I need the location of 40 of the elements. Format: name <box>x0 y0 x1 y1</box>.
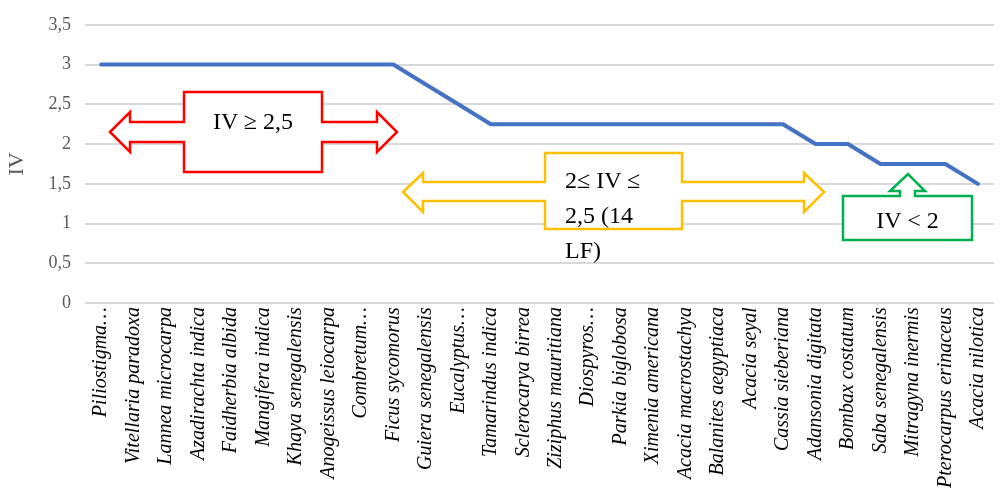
x-tick-label: Ficus sycomorus <box>380 306 404 444</box>
x-tick-label: Combretum… <box>348 307 371 419</box>
y-tick-label: 1,5 <box>48 172 71 193</box>
x-tick-label: Eucalyptus… <box>445 307 469 415</box>
x-tick-label: Pterocarpus erinaceus <box>932 306 956 489</box>
x-tick-label: Acacia seyal <box>737 306 761 411</box>
x-tick-label: Acacia nilotica <box>965 307 988 431</box>
y-tick-label: 0 <box>61 291 71 312</box>
x-tick-label: Ximenia americana <box>640 307 663 466</box>
x-tick-label: Tamarindus indica <box>478 307 501 457</box>
y-tick-label: 2 <box>61 132 71 153</box>
annotation: IV < 2 <box>875 206 940 235</box>
x-tick-label: Ziziphus mauritiana <box>543 307 566 469</box>
x-tick-label: Sclerocarya birrea <box>510 307 534 458</box>
y-tick-label: 2,5 <box>48 93 71 114</box>
x-tick-label: Adansonia digitata <box>802 307 826 462</box>
y-tick-label: 1 <box>61 212 71 233</box>
annotation: IV ≥ 2,5 <box>211 107 295 136</box>
x-tick-label: Balanites aegyptiaca <box>705 307 729 476</box>
x-tick-label: Lannea microcarpa <box>153 307 177 466</box>
y-tick-label: 0,5 <box>48 252 71 273</box>
x-tick-label: Azadirachta indica <box>185 307 208 462</box>
x-tick-label: Diospyros… <box>575 307 599 408</box>
annotation: 2≤ IV ≤ 2,5 (14 LF) <box>565 166 642 265</box>
x-tick-label: Cassia sieberiana <box>770 307 793 452</box>
y-tick-label: 3,5 <box>48 13 71 34</box>
x-tick-label: Parkia biglobosa <box>607 307 631 447</box>
x-tick-label: Acacia macrostachya <box>672 307 696 482</box>
x-tick-label: Anogeissus leiocarpa <box>315 307 339 481</box>
x-tick-label: Vitellaria paradoxa <box>120 307 144 464</box>
x-tick-label: Bombax costatum <box>835 307 858 450</box>
y-tick-label: 3 <box>61 53 71 74</box>
x-tick-label: Saba senegalensis <box>867 306 891 454</box>
x-tick-label: Mangifera indica <box>250 307 274 448</box>
x-tick-label: Khaya senegalensis <box>283 306 307 467</box>
y-axis-title: IV <box>2 152 28 176</box>
x-tick-label: Faidherbia albida <box>218 307 241 455</box>
x-tick-label: Mitragyna inermis <box>900 306 924 458</box>
x-tick-label: Guiera senegalensis <box>413 306 437 470</box>
x-tick-label: Piliostigma… <box>88 307 112 419</box>
